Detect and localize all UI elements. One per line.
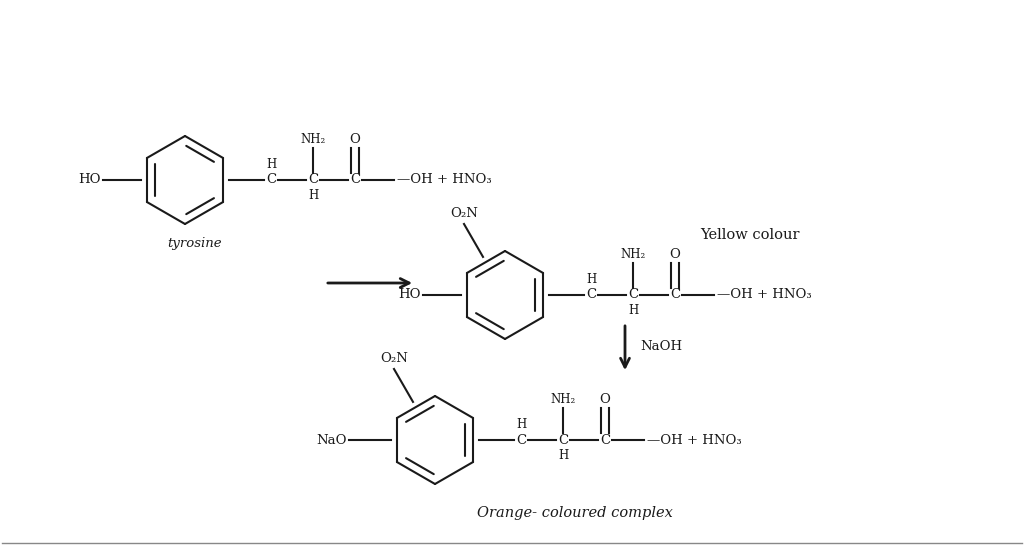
Text: —OH + HNO₃: —OH + HNO₃ (647, 433, 741, 447)
Text: O: O (600, 393, 610, 406)
Text: NH₂: NH₂ (300, 133, 326, 146)
Text: H: H (628, 304, 638, 317)
Text: O: O (670, 248, 680, 261)
Text: H: H (558, 449, 568, 462)
Text: —OH + HNO₃: —OH + HNO₃ (717, 289, 812, 301)
Text: tyrosine: tyrosine (168, 237, 222, 250)
Text: C: C (558, 433, 568, 447)
Text: NaOH: NaOH (640, 341, 682, 354)
Text: NH₂: NH₂ (550, 393, 575, 406)
Text: HO: HO (398, 289, 421, 301)
Text: C: C (586, 289, 596, 301)
Text: O: O (349, 133, 360, 146)
Text: C: C (670, 289, 680, 301)
Text: Yellow colour: Yellow colour (700, 228, 800, 242)
Text: O₂N: O₂N (380, 352, 408, 365)
Text: H: H (586, 273, 596, 286)
Text: H: H (308, 189, 318, 202)
Text: C: C (350, 174, 360, 186)
Text: —OH + HNO₃: —OH + HNO₃ (397, 174, 492, 186)
Text: C: C (600, 433, 610, 447)
Text: C: C (516, 433, 526, 447)
Text: NH₂: NH₂ (621, 248, 645, 261)
Text: NaO: NaO (316, 433, 347, 447)
Text: C: C (628, 289, 638, 301)
Text: C: C (308, 174, 318, 186)
Text: HO: HO (79, 174, 101, 186)
Text: O₂N: O₂N (451, 207, 478, 220)
Text: C: C (266, 174, 276, 186)
Text: Orange- coloured complex: Orange- coloured complex (477, 506, 673, 520)
Text: H: H (516, 418, 526, 431)
Text: H: H (266, 158, 276, 171)
